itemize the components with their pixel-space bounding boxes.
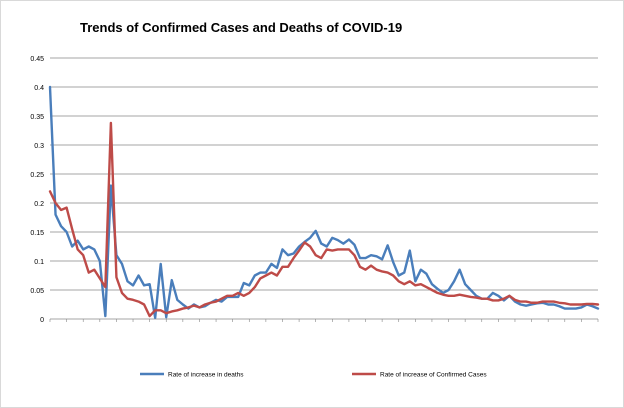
gridlines <box>50 57 598 320</box>
x-axis <box>49 319 599 322</box>
y-tick-label: 0.45 <box>30 56 44 63</box>
y-tick-label: 0.05 <box>30 288 44 295</box>
series-line-confirmed-cases <box>48 121 600 318</box>
y-tick-label: 0 <box>40 317 44 324</box>
y-tick-label: 0.1 <box>34 259 44 266</box>
series-lines <box>48 85 600 320</box>
series-line-deaths <box>48 85 600 320</box>
chart-title: Trends of Confirmed Cases and Deaths of … <box>80 20 403 35</box>
y-tick-label: 0.35 <box>30 114 44 121</box>
legend: Rate of increase in deaths Rate of increa… <box>140 372 487 379</box>
y-axis-labels: 0 0.05 0.1 0.15 0.2 0.25 0.3 0.35 0.4 0.45 <box>30 56 44 324</box>
legend-label: Rate of increase in deaths <box>168 372 244 379</box>
y-tick-label: 0.25 <box>30 172 44 179</box>
y-tick-label: 0.4 <box>34 85 44 92</box>
y-tick-label: 0.3 <box>34 143 44 150</box>
y-tick-label: 0.2 <box>34 201 44 208</box>
legend-label: Rate of increase of Confirmed Cases <box>380 372 487 379</box>
y-tick-label: 0.15 <box>30 230 44 237</box>
